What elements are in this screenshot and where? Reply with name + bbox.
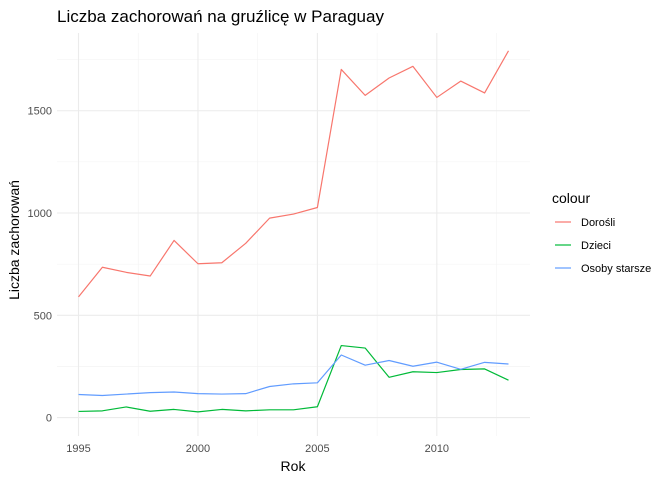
legend-items: Dorośli Dzieci Osoby starsze — [555, 217, 651, 275]
legend-item: Osoby starsze — [555, 263, 651, 275]
plot-panel — [57, 33, 530, 436]
y-axis-ticks: 0 500 1000 1500 — [28, 106, 52, 425]
legend-item: Dorośli — [555, 217, 615, 229]
series-lines — [78, 50, 510, 413]
y-axis-title: Liczba zachorowań — [6, 180, 22, 300]
y-tick-label: 1000 — [28, 208, 52, 220]
x-tick-label: 2010 — [425, 443, 449, 455]
legend-label: Dzieci — [581, 240, 611, 252]
x-axis-title: Rok — [281, 458, 307, 474]
chart-title: Liczba zachorowań na gruźlicę w Paraguay — [57, 7, 384, 26]
legend-label: Osoby starsze — [581, 263, 651, 275]
y-tick-label: 0 — [46, 413, 52, 425]
y-tick-label: 500 — [34, 310, 52, 322]
series-line-dzieci — [78, 344, 509, 413]
x-tick-label: 1995 — [66, 443, 90, 455]
series-line-dorosli — [78, 50, 510, 298]
series-line-osoby-starsze — [78, 354, 509, 397]
legend: colour Dorośli Dzieci Osoby starsze — [552, 190, 651, 275]
legend-title: colour — [552, 190, 590, 206]
x-tick-label: 2005 — [305, 443, 329, 455]
legend-item: Dzieci — [555, 240, 611, 252]
legend-label: Dorośli — [581, 217, 615, 229]
y-tick-label: 1500 — [28, 106, 52, 118]
x-tick-label: 2000 — [186, 443, 210, 455]
x-axis-ticks: 1995 2000 2005 2010 — [66, 443, 449, 455]
grid — [57, 33, 530, 436]
